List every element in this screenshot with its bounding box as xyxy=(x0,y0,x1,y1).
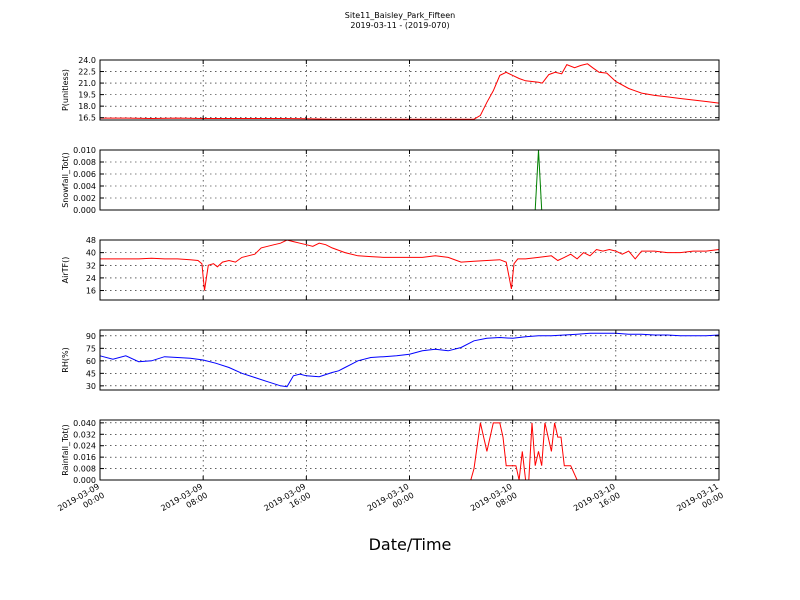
y-tick-label: 24.0 xyxy=(78,56,96,65)
y-tick-label: 0.024 xyxy=(73,442,96,451)
y-axis-label: Rainfall_Tot() xyxy=(61,424,70,476)
y-tick-label: 0.000 xyxy=(73,206,96,215)
figure-subtitle: 2019-03-11 - (2019-070) xyxy=(350,21,449,30)
x-tick-label: 2019-03-1008:00 xyxy=(469,482,519,522)
x-tick-label: 2019-03-0908:00 xyxy=(159,482,209,522)
y-tick-label: 18.0 xyxy=(78,102,96,111)
panel-1: 16.5 18.0 19.5 21.0 22.5 24.0 P(unitless) xyxy=(61,56,720,123)
series-line xyxy=(99,332,720,388)
x-tick-label: 2019-03-0900:00 xyxy=(56,482,106,522)
y-tick-label: 16.5 xyxy=(78,114,96,123)
figure-title: Site11_Baisley_Park_Fifteen xyxy=(345,11,455,20)
x-tick-label: 2019-03-1100:00 xyxy=(675,482,725,522)
y-tick-label: 90 xyxy=(86,332,96,341)
y-tick-label: 0.008 xyxy=(73,465,96,474)
y-tick-label: 21.0 xyxy=(78,79,96,88)
y-axis-label: RH(%) xyxy=(61,347,70,372)
y-tick-label: 75 xyxy=(86,344,96,353)
series-line xyxy=(100,239,720,291)
y-tick-label: 60 xyxy=(86,357,96,366)
series-line xyxy=(100,63,720,120)
panel-4: 30 45 60 75 90 RH(%) xyxy=(61,329,720,391)
x-tick-label: 2019-03-1000:00 xyxy=(366,482,416,522)
x-tick-labels: 2019-03-0900:00 2019-03-0908:00 2019-03-09… xyxy=(56,482,725,522)
y-tick-label: 32 xyxy=(86,261,96,270)
y-axis-label: Snowfall_Tot() xyxy=(61,152,70,208)
y-tick-label: 0.032 xyxy=(73,430,96,439)
y-tick-label: 16 xyxy=(86,287,96,296)
y-tick-label: 45 xyxy=(86,369,96,378)
panel-2: 0.000 0.002 0.004 0.006 0.008 0.010Snowfall_T… xyxy=(61,146,720,215)
series-line xyxy=(100,422,719,481)
panels: 16.5 18.0 19.5 21.0 22.5 24.0 P(unitless) 0.000… xyxy=(61,56,720,485)
y-tick-label: 40 xyxy=(86,249,96,258)
y-axis-label: P(unitless) xyxy=(61,69,70,111)
y-tick-label: 0.008 xyxy=(73,158,96,167)
y-tick-label: 0.016 xyxy=(73,453,96,462)
y-tick-label: 0.002 xyxy=(73,194,96,203)
panel-5: 0.000 0.008 0.016 0.024 0.032 0.040Rainfall_T… xyxy=(61,419,720,485)
y-tick-label: 24 xyxy=(86,274,96,283)
x-tick-label: 2019-03-0916:00 xyxy=(263,482,313,522)
panel-3: 16 24 32 40 48 AirTF() xyxy=(61,236,720,301)
y-tick-label: 22.5 xyxy=(78,68,96,77)
y-tick-label: 0.010 xyxy=(73,146,96,155)
y-axis-label: AirTF() xyxy=(61,257,70,284)
x-axis-label: Date/Time xyxy=(369,535,452,554)
x-tick-label: 2019-03-1016:00 xyxy=(572,482,622,522)
y-tick-label: 19.5 xyxy=(78,91,96,100)
y-tick-label: 48 xyxy=(86,236,96,245)
y-tick-label: 0.004 xyxy=(73,182,96,191)
y-tick-label: 30 xyxy=(86,382,96,391)
y-tick-label: 0.000 xyxy=(73,476,96,485)
y-tick-label: 0.006 xyxy=(73,170,96,179)
y-tick-label: 0.040 xyxy=(73,419,96,428)
